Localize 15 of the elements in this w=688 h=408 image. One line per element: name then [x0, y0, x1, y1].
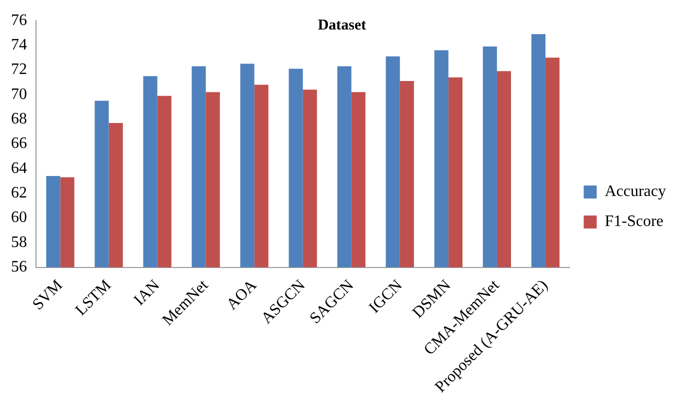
y-tick-label: 66	[11, 135, 27, 152]
y-tick-label: 72	[11, 61, 27, 78]
y-tick-label: 74	[11, 36, 27, 54]
y-tick-label: 58	[11, 234, 27, 251]
y-tick-label: 76	[11, 12, 27, 29]
x-tick-label: IAN	[130, 276, 164, 309]
y-tick-label: 62	[11, 184, 27, 202]
y-tick-label: 68	[11, 110, 27, 128]
y-tick-label: 70	[11, 86, 27, 103]
y-tick-label: 64	[11, 160, 27, 177]
y-tick-label: 60	[11, 209, 27, 226]
chart-title: Dataset	[318, 17, 366, 34]
y-tick-label: 56	[11, 258, 27, 276]
legend-label: Accuracy	[604, 183, 666, 200]
legend-label: F1-Score	[604, 213, 664, 230]
